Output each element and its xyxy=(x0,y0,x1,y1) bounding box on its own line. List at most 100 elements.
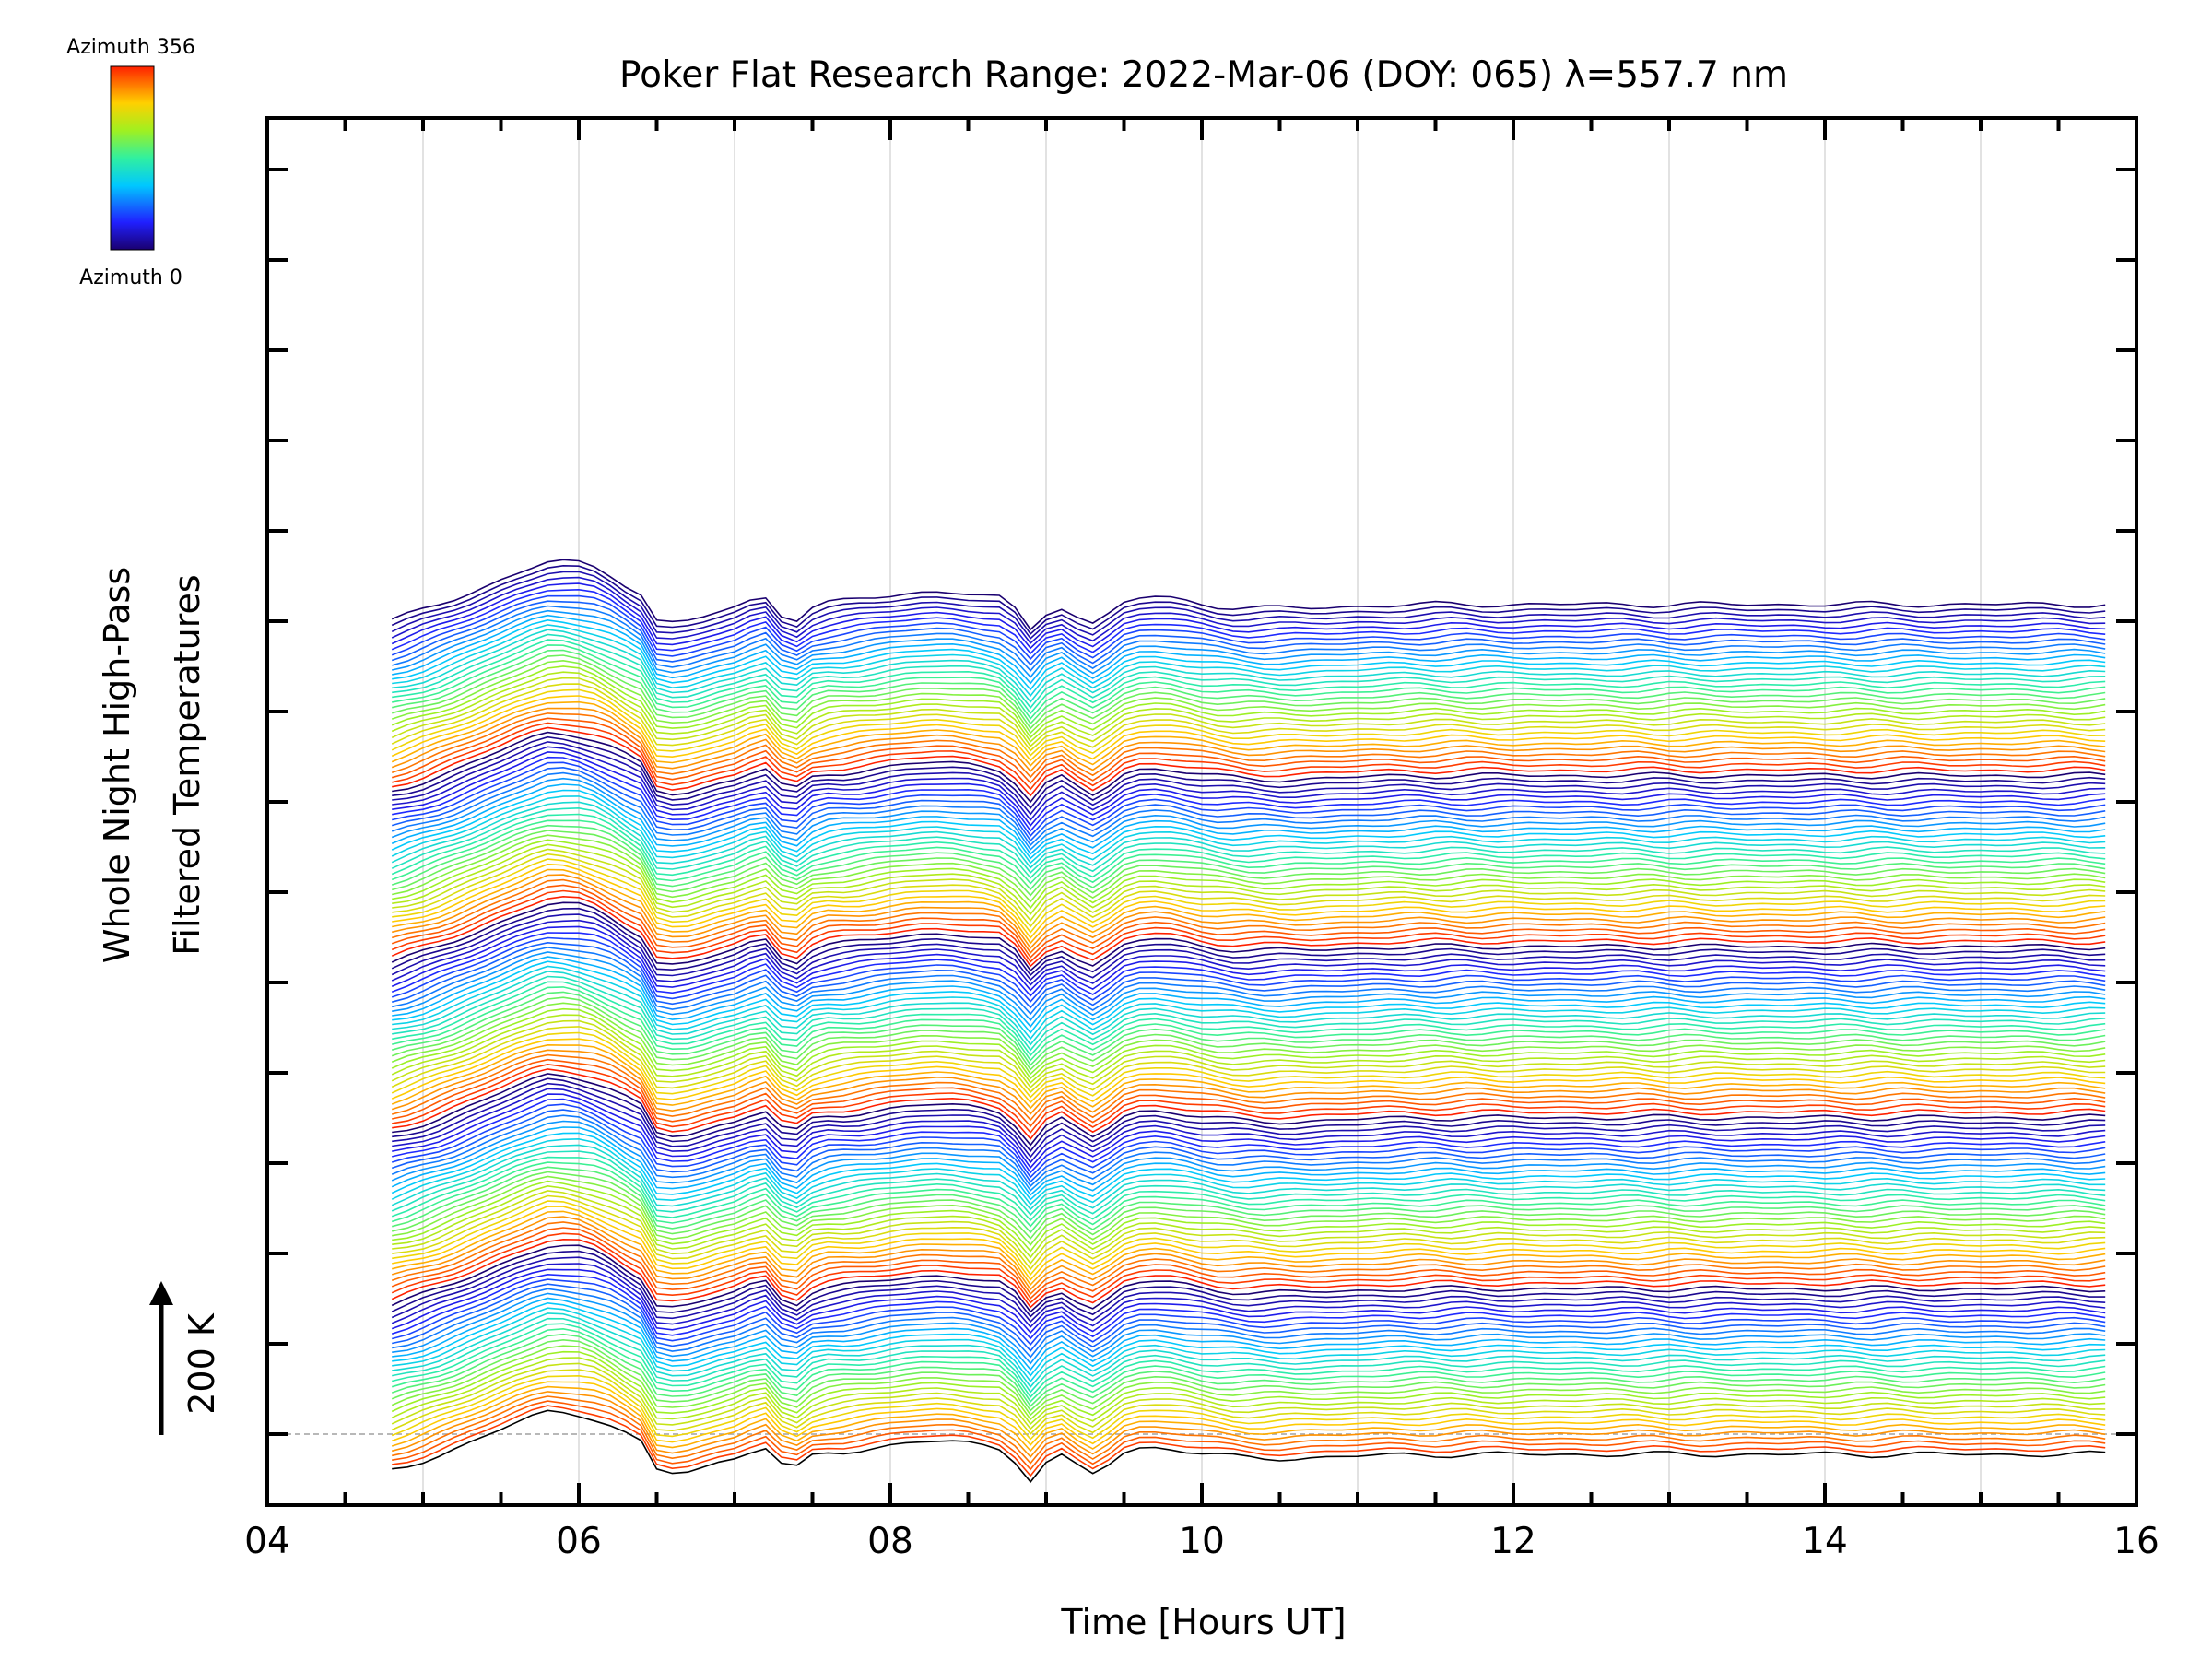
temperature-trace xyxy=(391,600,2106,666)
temperature-trace xyxy=(391,932,2106,997)
temperature-trace xyxy=(392,843,2106,916)
temperature-trace xyxy=(391,1137,2106,1206)
x-tick-label: 16 xyxy=(2113,1521,2159,1562)
temperature-trace xyxy=(391,1232,2106,1304)
temperature-trace xyxy=(392,1194,2106,1271)
temperature-trace xyxy=(392,1073,2106,1147)
temperature-trace xyxy=(392,1409,2106,1484)
temperature-trace xyxy=(391,594,2106,661)
temperature-trace xyxy=(391,564,2106,635)
temperature-trace xyxy=(391,777,2106,851)
temperature-trace xyxy=(391,1385,2106,1453)
temperature-trace xyxy=(391,806,2106,874)
temperature-trace xyxy=(391,559,2106,631)
temperature-trace xyxy=(391,1362,2106,1430)
temperature-trace xyxy=(392,981,2106,1057)
temperature-trace xyxy=(392,609,2106,678)
temperature-trace xyxy=(392,1323,2106,1398)
temperature-trace xyxy=(391,878,2106,954)
temperature-trace xyxy=(391,889,2106,963)
temperature-trace xyxy=(392,751,2106,827)
temperature-trace xyxy=(392,853,2106,928)
temperature-trace xyxy=(391,1043,2106,1110)
temperature-trace xyxy=(392,726,2106,797)
temperature-trace xyxy=(391,1369,2106,1435)
x-tick-label: 06 xyxy=(556,1521,602,1562)
temperature-trace xyxy=(391,1161,2106,1228)
y-axis-label-line2: Filtered Temperatures xyxy=(167,574,207,955)
temperature-trace xyxy=(391,1345,2106,1417)
temperature-trace xyxy=(392,761,2106,838)
temperature-trace xyxy=(391,1038,2106,1104)
temperature-trace xyxy=(391,895,2106,968)
x-tick-label: 12 xyxy=(1490,1521,1536,1562)
temperature-trace xyxy=(392,731,2106,804)
temperature-trace xyxy=(391,605,2106,672)
temperature-trace xyxy=(392,618,2106,691)
temperature-trace xyxy=(391,688,2106,757)
temperature-trace xyxy=(392,1206,2106,1281)
temperature-trace xyxy=(392,644,2106,720)
temperature-trace xyxy=(392,956,2106,1028)
colorbar-bottom-label: Azimuth 0 xyxy=(79,266,182,289)
temperature-trace xyxy=(392,971,2106,1046)
temperature-trace xyxy=(391,588,2106,655)
temperature-trace xyxy=(391,1126,2106,1196)
temperature-trace xyxy=(391,671,2106,743)
temperature-trace xyxy=(391,576,2106,644)
temperature-trace xyxy=(391,677,2106,747)
temperature-trace xyxy=(391,683,2106,752)
x-axis-label: Time [Hours UT] xyxy=(1060,1602,1346,1642)
temperature-trace xyxy=(392,1317,2106,1394)
temperature-trace xyxy=(391,824,2106,891)
temperature-trace xyxy=(392,1077,2106,1153)
scale-arrow xyxy=(149,1281,173,1435)
temperature-trace xyxy=(392,1400,2106,1471)
temperature-trace xyxy=(391,1026,2106,1094)
temperature-trace xyxy=(391,1256,2106,1324)
temperature-trace xyxy=(391,1268,2106,1334)
x-tick-label: 10 xyxy=(1179,1521,1225,1562)
temperature-trace xyxy=(392,1171,2106,1240)
temperature-trace xyxy=(391,707,2106,772)
temperature-trace xyxy=(391,771,2106,847)
temperature-trace xyxy=(391,1221,2106,1296)
temperature-trace xyxy=(391,813,2106,879)
temperature-trace xyxy=(391,1144,2106,1211)
temperature-trace xyxy=(392,858,2106,934)
temperature-trace xyxy=(392,1098,2106,1174)
axis-ticks xyxy=(265,118,2138,1505)
temperature-trace xyxy=(391,1278,2106,1347)
temperature-trace xyxy=(391,1263,2106,1328)
temperature-traces xyxy=(391,559,2106,1484)
temperature-trace xyxy=(392,756,2106,832)
temperature-trace xyxy=(392,1297,2106,1371)
temperature-trace xyxy=(392,848,2106,922)
temperature-trace xyxy=(391,1031,2106,1099)
temperature-trace xyxy=(392,839,2106,910)
temperature-trace xyxy=(391,1156,2106,1222)
temperature-trace xyxy=(392,1190,2106,1265)
temperature-trace xyxy=(392,1395,2106,1465)
temperature-trace xyxy=(392,951,2106,1022)
temperature-trace xyxy=(391,1338,2106,1412)
temperature-trace xyxy=(392,975,2106,1052)
colorbar-top-label: Azimuth 356 xyxy=(66,36,195,59)
temperature-trace xyxy=(392,1405,2106,1477)
temperature-trace xyxy=(391,1114,2106,1188)
temperature-trace xyxy=(392,1082,2106,1159)
temperature-trace xyxy=(391,941,2106,1009)
temperature-trace xyxy=(392,1058,2106,1128)
temperature-trace xyxy=(391,712,2106,779)
temperature-trace xyxy=(391,695,2106,762)
temperature-trace xyxy=(391,766,2106,842)
temperature-trace xyxy=(391,654,2106,730)
temperature-trace xyxy=(391,936,2106,1003)
temperature-trace xyxy=(392,1068,2106,1140)
scale-label: 200 K xyxy=(182,1312,222,1415)
temperature-trace xyxy=(391,1103,2106,1179)
temperature-trace xyxy=(391,830,2106,897)
temperature-trace xyxy=(392,1301,2106,1377)
temperature-trace xyxy=(391,919,2106,986)
